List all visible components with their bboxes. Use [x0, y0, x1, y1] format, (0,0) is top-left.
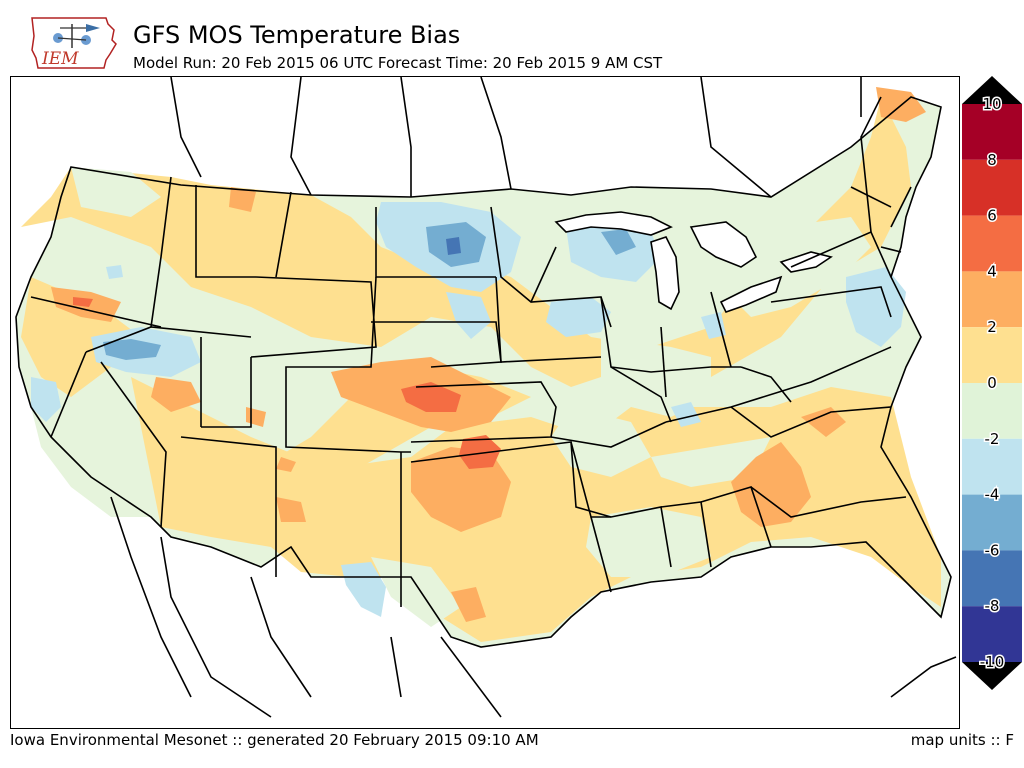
- colorbar-tick-label: -8: [985, 597, 1000, 615]
- colorbar-bin--8_to_-6: [962, 550, 1022, 607]
- colorbar-tick-label: -10: [980, 653, 1005, 671]
- colorbar-tick-label: 6: [987, 207, 997, 225]
- colorbar-bin-0_to_2: [962, 327, 1022, 383]
- colorbar-tick-label: 10: [982, 95, 1001, 113]
- colorbar-bin-2_to_4: [962, 271, 1022, 328]
- colorbar-bin-8_to_10: [962, 104, 1022, 160]
- bias-minus8-to-minus6: [446, 237, 461, 255]
- colorbar-overflow-top: [962, 76, 1022, 104]
- colorbar-overflow-bottom: [962, 662, 1022, 690]
- logo-text: IEM: [41, 49, 79, 69]
- bias-map: [15, 77, 957, 718]
- colorbar-tick-label: 2: [987, 318, 997, 336]
- colorbar-bin-6_to_8: [962, 159, 1022, 216]
- map-panel: [10, 76, 960, 729]
- colorbar-tick-label: 8: [987, 151, 997, 169]
- colorbar-legend: 10 8 6 4 2 0 -2 -4 -6 -8 -10: [962, 76, 1024, 694]
- colorbar-tick-label: -6: [985, 541, 1000, 559]
- colorbar-tick-label: 4: [987, 262, 997, 280]
- map-subtitle: Model Run: 20 Feb 2015 06 UTC Forecast T…: [133, 54, 663, 72]
- colorbar-bin--2_to_0: [962, 383, 1022, 439]
- state-boundaries: [30, 96, 912, 607]
- international-borders: [110, 77, 957, 718]
- bias-4-to-6: [73, 297, 501, 469]
- colorbar-tick-label: 0: [987, 374, 997, 392]
- colorbar-bin--10_to_-8: [962, 606, 1022, 662]
- conus-outline: [15, 96, 952, 648]
- great-lakes: [554, 211, 833, 313]
- iem-logo: IEM: [28, 14, 120, 72]
- colorbar-bin-4_to_6: [962, 215, 1022, 272]
- footer-credit: Iowa Environmental Mesonet :: generated …: [10, 731, 539, 749]
- colorbar-tick-label: -4: [985, 486, 1000, 504]
- colorbar-tick-label: -2: [985, 430, 1000, 448]
- map-units: map units :: F: [910, 731, 1014, 749]
- colorbar-bin--6_to_-4: [962, 494, 1022, 551]
- colorbar-bin--4_to_-2: [962, 438, 1022, 495]
- map-title: GFS MOS Temperature Bias: [133, 21, 461, 49]
